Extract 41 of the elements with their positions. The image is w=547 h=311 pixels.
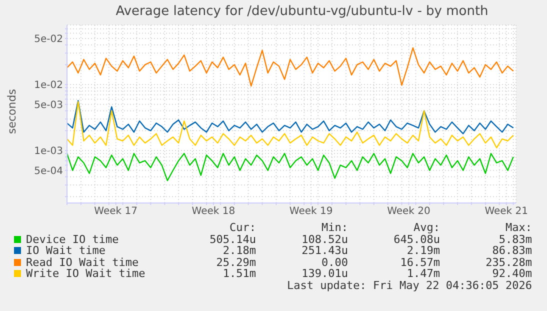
y-tick-label: 5e-04 bbox=[34, 166, 63, 177]
text: Avg: bbox=[414, 221, 440, 234]
text: 2.19m bbox=[406, 244, 440, 257]
text: 108.52u bbox=[302, 232, 348, 246]
text: 251.43u bbox=[302, 244, 348, 257]
text: 1.47m bbox=[406, 267, 440, 280]
x-tick-label: Week 18 bbox=[192, 206, 236, 218]
text: 505.14u bbox=[210, 232, 256, 246]
line-series bbox=[67, 101, 514, 148]
legend-label: Write IO Wait time bbox=[25, 267, 146, 280]
y-tick-label: 5e-03 bbox=[34, 100, 63, 111]
line-series bbox=[67, 152, 514, 182]
legend-label: Device IO time bbox=[25, 232, 120, 246]
x-tick-label: Week 21 bbox=[484, 206, 528, 218]
text: 645.08u bbox=[394, 232, 440, 246]
x-tick-label: Week 17 bbox=[94, 206, 138, 218]
text: Min: bbox=[322, 221, 348, 234]
line-series bbox=[67, 100, 514, 134]
legend-label: IO Wait time bbox=[25, 244, 106, 257]
text: 0.00 bbox=[322, 256, 348, 268]
x-tick-label: Week 20 bbox=[387, 206, 430, 218]
text: 86.83m bbox=[492, 244, 532, 257]
legend-label: Read IO Wait time bbox=[25, 256, 140, 268]
y-tick-label: 1e-02 bbox=[34, 80, 63, 92]
y-axis-title: seconds bbox=[6, 88, 18, 136]
text: 235.28m bbox=[486, 256, 532, 268]
text: Max: bbox=[506, 221, 532, 234]
text: 2.18m bbox=[222, 244, 256, 257]
text: 92.40m bbox=[492, 267, 532, 280]
text: Last update: Fri May 22 04:36:05 2026 bbox=[286, 278, 532, 292]
y-tick-label: 1e-03 bbox=[34, 146, 63, 158]
text: Cur: bbox=[230, 221, 256, 234]
y-tick-label: 5e-02 bbox=[34, 34, 63, 46]
line-series bbox=[67, 47, 514, 87]
text: 5.83m bbox=[498, 232, 532, 246]
text: 25.29m bbox=[216, 256, 256, 268]
x-tick-label: Week 19 bbox=[289, 206, 333, 218]
text: 139.01u bbox=[302, 267, 348, 280]
text: 1.51m bbox=[222, 267, 256, 280]
text: 16.57m bbox=[400, 256, 440, 268]
chart-title: Average latency for /dev/ubuntu-vg/ubuntu-lv - by month bbox=[114, 4, 490, 19]
